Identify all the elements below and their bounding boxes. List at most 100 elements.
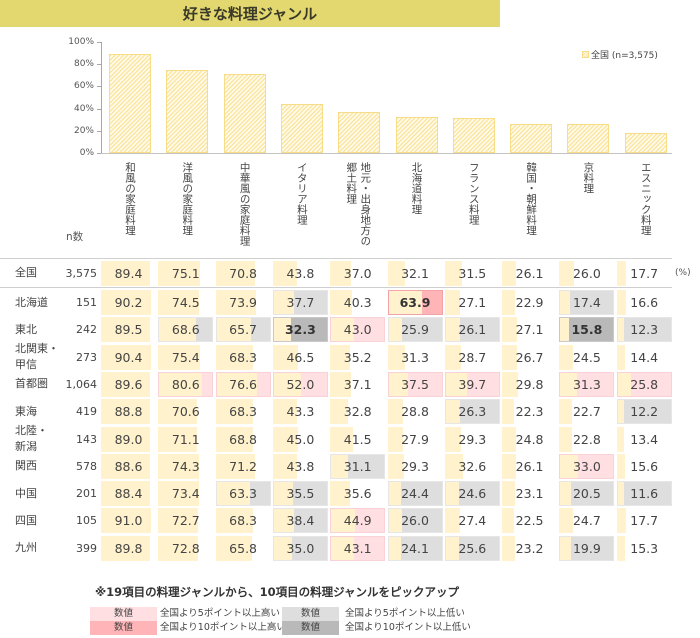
cell-value: 24.1	[401, 540, 429, 556]
cell-value: 12.3	[630, 322, 659, 338]
cell-value: 68.8	[229, 431, 258, 447]
table-cell: 24.6	[444, 481, 500, 507]
data-bar	[616, 426, 625, 452]
data-bar	[331, 509, 355, 533]
table-cell: 89.5	[101, 317, 156, 343]
data-bar	[158, 508, 199, 534]
cell-value: 22.9	[515, 295, 544, 310]
table-cell: 32.6	[444, 453, 500, 479]
data-bar	[560, 372, 577, 396]
y-tick-label: 80%	[73, 59, 94, 70]
cell-value: 70.8	[229, 265, 258, 281]
cell-value: 80.6	[171, 376, 200, 392]
table-cell: 17.7	[616, 260, 672, 286]
cell-value: 22.3	[515, 404, 544, 420]
data-bar	[388, 291, 423, 314]
table-cell: 68.3	[215, 399, 271, 425]
cell-value: 20.5	[572, 486, 601, 502]
data-bar	[158, 344, 200, 370]
data-bar	[158, 453, 200, 479]
cell-value: 39.7	[458, 376, 487, 392]
y-tick-label: 20%	[73, 125, 94, 136]
table-cell: 37.5	[387, 371, 443, 397]
cell-value: 44.9	[343, 513, 372, 529]
table-cell: 22.8	[559, 426, 614, 452]
y-tick-label: 60%	[73, 81, 94, 92]
cell-value: 25.6	[458, 540, 487, 556]
data-bar	[616, 344, 625, 370]
cell-value: 43.8	[286, 458, 315, 474]
data-bar	[444, 453, 463, 479]
cell-value: 19.9	[572, 540, 601, 556]
cell-value: 91.0	[114, 513, 143, 529]
data-bar	[502, 453, 517, 479]
cell-value: 24.8	[515, 431, 544, 447]
cell-value: 25.9	[401, 322, 429, 338]
table-cell: 37.0	[330, 260, 385, 286]
table-cell: 63.9	[387, 290, 443, 315]
category-label: 中華風の家庭料理	[238, 162, 251, 246]
data-bar	[445, 372, 467, 396]
bar-4	[280, 104, 323, 153]
cell-value: 43.0	[343, 322, 372, 338]
table-cell: 35.2	[330, 344, 385, 370]
data-bar	[215, 426, 254, 452]
table-cell: 65.7	[215, 317, 271, 343]
data-bar	[215, 453, 255, 479]
table-cell: 31.3	[559, 371, 615, 397]
table-cell: 45.0	[272, 426, 328, 452]
cell-value: 46.5	[286, 349, 315, 365]
y-tick-mark	[97, 130, 101, 132]
cell-value: 29.3	[458, 431, 487, 447]
cell-value: 23.2	[515, 540, 544, 556]
cell-value: 31.3	[572, 376, 601, 392]
table-cell: 31.1	[330, 453, 386, 479]
cell-value: 31.1	[343, 458, 372, 474]
footnote: ※19項目の料理ジャンルから、10項目の料理ジャンルをピックアップ	[95, 585, 460, 599]
table-cell: 44.9	[330, 508, 386, 534]
table-cell: 37.1	[330, 371, 385, 397]
data-bar	[445, 318, 460, 342]
data-bar	[216, 482, 251, 506]
n-count: 273	[76, 350, 97, 364]
cell-value: 27.4	[458, 513, 487, 529]
data-bar	[215, 290, 257, 315]
table-cell: 89.8	[101, 535, 156, 561]
cell-value: 29.3	[401, 458, 429, 474]
y-tick-mark	[97, 42, 101, 43]
data-bar	[444, 260, 463, 286]
data-bar	[616, 508, 627, 534]
n-count-header: n数	[66, 231, 84, 243]
table-cell: 13.4	[616, 426, 672, 452]
data-bar	[387, 453, 404, 479]
table-cell: 63.3	[215, 481, 271, 507]
data-bar	[159, 372, 202, 396]
data-bar	[560, 536, 571, 560]
bar-9	[567, 124, 610, 153]
table-cell: 43.0	[330, 317, 386, 343]
bar-2	[166, 69, 209, 153]
data-bar	[560, 291, 570, 314]
data-bar	[502, 508, 515, 534]
table-cell: 65.8	[215, 535, 271, 561]
data-bar	[158, 290, 200, 315]
data-bar	[502, 535, 515, 561]
cell-value: 23.1	[515, 486, 544, 502]
table-cell: 33.0	[559, 453, 615, 479]
data-bar	[502, 399, 515, 425]
y-tick-label: 100%	[68, 37, 94, 47]
data-bar	[159, 318, 196, 342]
cell-value: 26.1	[515, 265, 544, 281]
table-cell: 15.6	[616, 453, 672, 479]
data-bar	[330, 344, 350, 370]
data-bar	[616, 290, 626, 315]
table-cell: 76.6	[215, 371, 271, 397]
cell-value: 35.2	[343, 349, 372, 365]
data-bar	[387, 260, 406, 286]
data-bar	[101, 344, 151, 370]
category-label: 洋風の家庭料理	[181, 162, 194, 236]
region-label: 九州	[15, 541, 37, 555]
cell-value: 35.0	[286, 540, 315, 556]
data-bar	[502, 290, 515, 315]
legend-swatch-u5: 数値	[90, 607, 157, 621]
